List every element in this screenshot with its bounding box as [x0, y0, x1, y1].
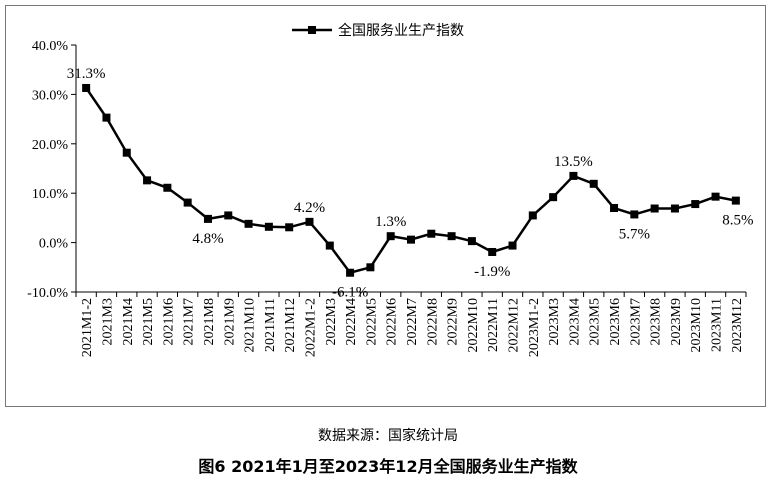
data-label: -6.1%	[332, 285, 368, 301]
x-tick-label: 2022M6	[385, 298, 400, 345]
x-tick-label: 2022M12	[507, 298, 522, 352]
x-tick-label: 2023M7	[628, 298, 643, 345]
x-tick-label: 2021M4	[121, 298, 136, 345]
data-point	[224, 211, 233, 220]
figure-caption: 图6 2021年1月至2023年12月全国服务业生产指数	[198, 457, 578, 476]
data-point	[305, 217, 314, 226]
data-point	[264, 222, 273, 231]
data-point	[691, 200, 700, 209]
data-label: 31.3%	[67, 66, 106, 82]
y-tick-label: 40.0%	[32, 39, 69, 54]
x-tick-label: 2021M12	[283, 298, 298, 352]
data-label: -1.9%	[474, 264, 510, 280]
chart-frame	[5, 5, 766, 407]
x-tick-label: 2021M7	[182, 298, 197, 345]
data-point	[427, 229, 436, 238]
data-label: 5.7%	[619, 226, 650, 242]
data-point	[386, 232, 395, 241]
data-point	[650, 204, 659, 213]
data-point	[82, 83, 91, 92]
data-label: 4.8%	[192, 231, 223, 247]
data-point	[163, 183, 172, 192]
data-point	[488, 247, 497, 256]
data-point	[183, 198, 192, 207]
data-point	[569, 171, 578, 180]
x-tick-label: 2022M8	[425, 298, 440, 345]
legend-marker	[308, 26, 316, 34]
data-point	[447, 232, 456, 241]
data-line	[85, 87, 737, 275]
data-point	[670, 204, 679, 213]
data-point	[143, 176, 152, 185]
x-tick-label: 2021M10	[243, 298, 258, 352]
y-tick-label: 30.0%	[32, 88, 69, 103]
data-label: 4.2%	[294, 200, 325, 216]
x-tick-label: 2023M9	[669, 298, 684, 345]
data-point	[346, 268, 355, 277]
x-tick-label: 2021M9	[222, 298, 237, 345]
x-tick-label: 2023M11	[710, 298, 725, 352]
data-point	[508, 241, 517, 250]
data-point	[610, 204, 619, 213]
x-tick-label: 2022M5	[364, 298, 379, 345]
x-tick-label: 2023M8	[649, 298, 664, 345]
data-point	[244, 219, 253, 228]
legend-label: 全国服务业生产指数	[338, 22, 464, 39]
data-label: 8.5%	[722, 213, 753, 229]
data-point	[366, 263, 375, 272]
data-point	[467, 237, 476, 246]
x-tick-label: 2022M1-2	[303, 298, 318, 357]
x-tick-label: 2023M3	[547, 298, 562, 345]
x-tick-label: 2022M7	[405, 298, 420, 345]
data-point	[285, 223, 294, 232]
x-tick-label: 2023M4	[567, 298, 582, 345]
x-tick-label: 2021M5	[141, 298, 156, 345]
x-tick-label: 2023M12	[730, 298, 745, 352]
x-tick-label: 2021M1-2	[80, 298, 95, 357]
x-tick-label: 2022M10	[466, 298, 481, 352]
data-point	[203, 214, 212, 223]
data-point	[549, 193, 558, 202]
y-tick-label: 10.0%	[32, 187, 69, 202]
data-point	[407, 235, 415, 244]
x-tick-label: 2021M3	[100, 298, 115, 345]
x-tick-label: 2021M8	[202, 298, 217, 345]
data-point	[630, 210, 639, 219]
data-point	[122, 148, 131, 157]
x-tick-label: 2023M5	[588, 298, 603, 345]
y-tick-label: 0.0%	[39, 237, 69, 252]
x-tick-label: 2021M6	[161, 298, 176, 345]
x-tick-label: 2023M1-2	[527, 298, 542, 357]
x-tick-label: 2022M4	[344, 298, 359, 345]
x-tick-label: 2022M3	[324, 298, 339, 345]
data-point	[711, 192, 720, 201]
data-label: 1.3%	[375, 214, 406, 230]
x-tick-label: 2021M11	[263, 298, 278, 352]
x-tick-label: 2022M11	[486, 298, 501, 352]
data-point	[102, 113, 111, 122]
x-tick-label: 2022M9	[446, 298, 461, 345]
y-tick-label: 20.0%	[32, 138, 69, 153]
y-tick-label: -10.0%	[27, 286, 68, 301]
source-note: 数据来源：国家统计局	[318, 427, 458, 444]
x-tick-label: 2023M6	[608, 298, 623, 345]
data-point	[731, 196, 740, 205]
data-point	[589, 179, 598, 188]
data-point	[325, 241, 334, 250]
data-label: 13.5%	[554, 154, 593, 170]
data-point	[528, 211, 537, 220]
x-tick-label: 2023M10	[689, 298, 704, 352]
